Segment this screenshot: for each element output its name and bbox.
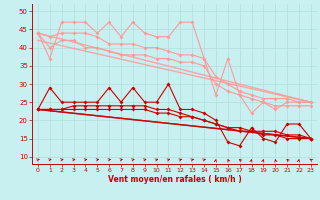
X-axis label: Vent moyen/en rafales ( km/h ): Vent moyen/en rafales ( km/h ) [108,175,241,184]
